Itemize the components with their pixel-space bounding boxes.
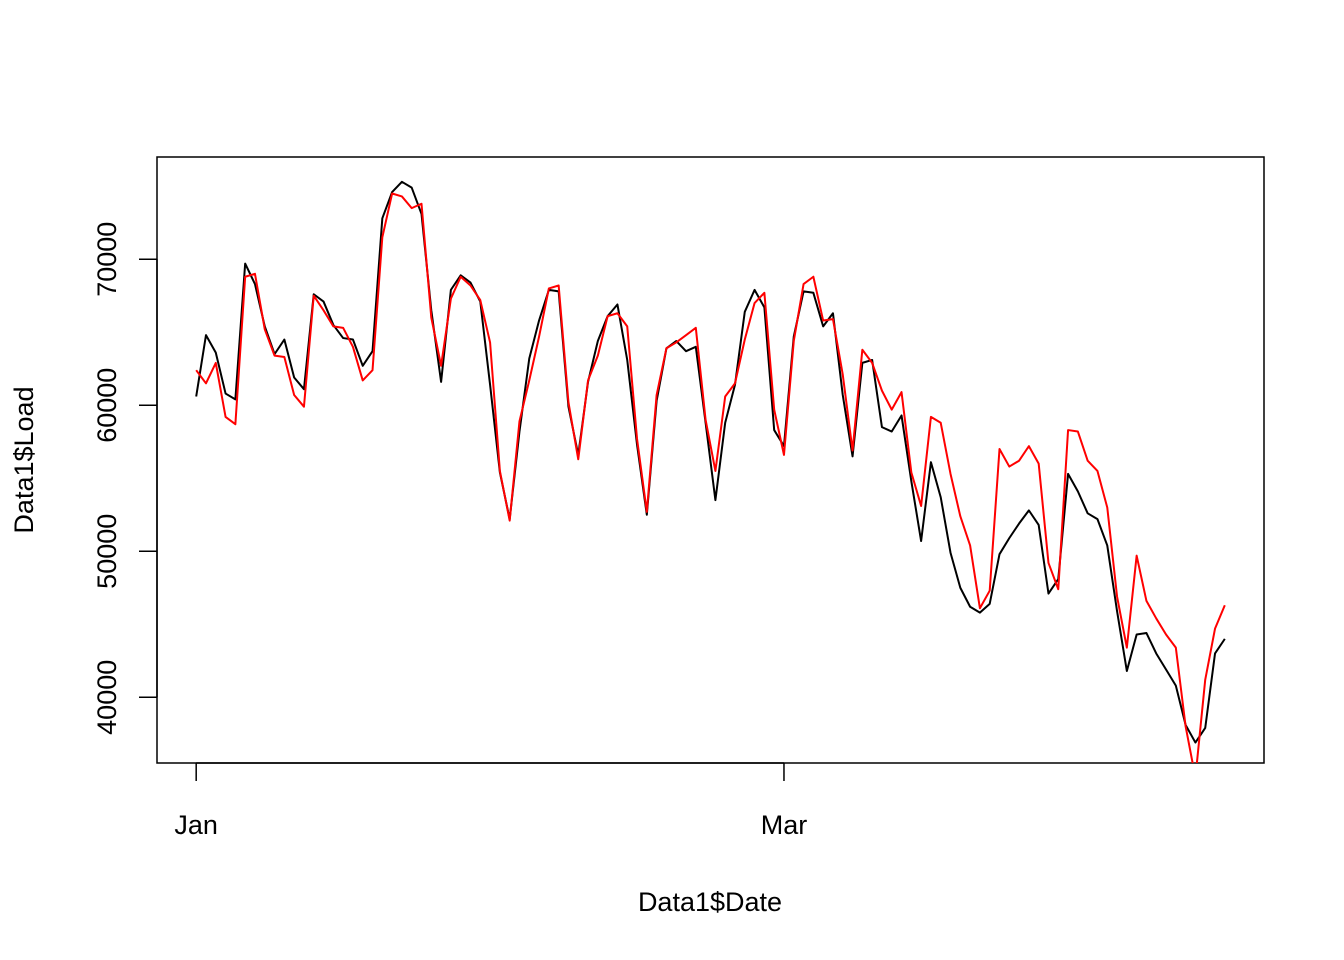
y-tick-label: 60000 — [92, 368, 122, 443]
series-line-2 — [195, 192, 1226, 763]
y-tick-label: 70000 — [92, 222, 122, 297]
x-tick-label: Jan — [174, 810, 218, 840]
y-axis-title: Data1$Load — [9, 386, 39, 533]
x-tick-label: Mar — [761, 810, 808, 840]
y-tick-label: 50000 — [92, 514, 122, 589]
x-axis-title: Data1$Date — [638, 887, 782, 917]
x-axis: Jan Mar — [174, 762, 808, 840]
y-axis: 40000 50000 60000 70000 — [92, 222, 158, 735]
y-tick-label: 40000 — [92, 660, 122, 735]
series-layer — [195, 180, 1226, 763]
series-line-1 — [195, 180, 1226, 744]
